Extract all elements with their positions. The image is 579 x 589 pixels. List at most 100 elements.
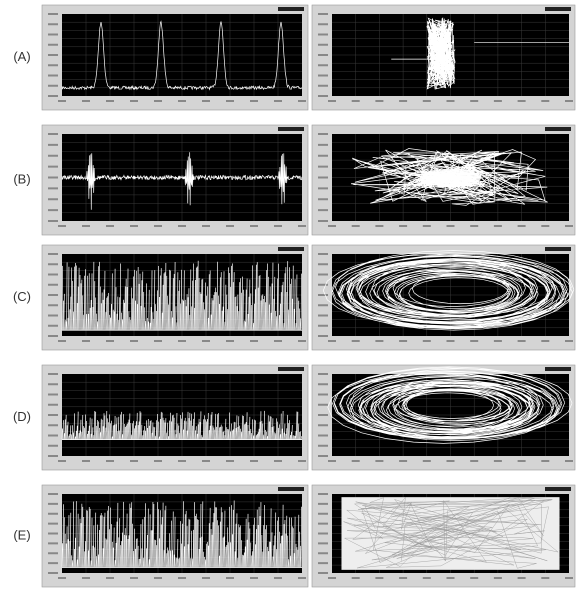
tick-text bbox=[48, 424, 58, 427]
trace bbox=[350, 148, 548, 206]
tick-text bbox=[446, 460, 455, 462]
tick-text bbox=[226, 100, 234, 102]
tick-text bbox=[48, 324, 58, 327]
trace bbox=[61, 410, 302, 440]
tick-text bbox=[58, 100, 66, 102]
tick-text bbox=[565, 340, 573, 342]
tick-text bbox=[48, 283, 58, 286]
tick-text bbox=[48, 33, 58, 36]
tick-text bbox=[318, 403, 328, 406]
tick-text bbox=[202, 577, 210, 579]
tick-text bbox=[318, 572, 328, 574]
tick-text bbox=[250, 577, 258, 579]
tick-text bbox=[318, 263, 328, 266]
tick-text bbox=[541, 100, 550, 102]
panel-label: (E) bbox=[13, 527, 30, 542]
tick-text bbox=[422, 460, 431, 462]
tick-text bbox=[48, 403, 58, 406]
tick-text bbox=[298, 340, 306, 342]
tick-text bbox=[318, 84, 328, 87]
trace bbox=[61, 152, 303, 210]
tick-text bbox=[318, 23, 328, 26]
trace bbox=[322, 250, 575, 331]
tick-text bbox=[178, 577, 186, 579]
trace bbox=[61, 20, 303, 91]
tick-text bbox=[48, 133, 58, 135]
tick-text bbox=[446, 225, 455, 227]
tick-text bbox=[318, 209, 328, 212]
scope-panel bbox=[311, 4, 576, 111]
tick-text bbox=[48, 95, 58, 97]
tick-text bbox=[130, 100, 138, 102]
tick-text bbox=[565, 460, 573, 462]
tick-text bbox=[226, 225, 234, 227]
tick-text bbox=[318, 43, 328, 46]
tick-text bbox=[328, 460, 336, 462]
tick-text bbox=[48, 335, 58, 337]
scope-panel bbox=[311, 244, 576, 351]
tick-text bbox=[541, 577, 550, 579]
tick-text bbox=[48, 512, 58, 515]
tick-text bbox=[318, 165, 328, 168]
scope-panel bbox=[41, 364, 309, 471]
tick-text bbox=[48, 263, 58, 266]
tick-text bbox=[48, 373, 58, 375]
tick-text bbox=[493, 340, 502, 342]
tick-text bbox=[318, 542, 328, 545]
tick-text bbox=[318, 493, 328, 495]
tick-text bbox=[318, 502, 328, 505]
tick-text bbox=[178, 225, 186, 227]
tick-text bbox=[48, 209, 58, 212]
tick-text bbox=[178, 340, 186, 342]
tick-text bbox=[48, 532, 58, 535]
tick-text bbox=[399, 577, 408, 579]
tick-text bbox=[517, 460, 526, 462]
tick-text bbox=[250, 460, 258, 462]
tick-text bbox=[48, 143, 58, 146]
tick-text bbox=[48, 455, 58, 457]
tick-text bbox=[541, 225, 550, 227]
tick-text bbox=[470, 340, 479, 342]
tick-text bbox=[48, 294, 58, 296]
tick-text bbox=[82, 225, 90, 227]
tick-text bbox=[48, 562, 58, 565]
tick-text bbox=[58, 340, 66, 342]
tick-text bbox=[351, 340, 360, 342]
tick-text bbox=[541, 460, 550, 462]
tick-text bbox=[48, 502, 58, 505]
trace bbox=[391, 17, 569, 90]
tick-text bbox=[351, 100, 360, 102]
tick-text bbox=[351, 225, 360, 227]
tick-text bbox=[48, 304, 58, 307]
tick-text bbox=[130, 460, 138, 462]
tick-text bbox=[178, 100, 186, 102]
tick-text bbox=[493, 577, 502, 579]
tick-text bbox=[274, 577, 282, 579]
tick-text bbox=[375, 100, 384, 102]
tick-text bbox=[318, 314, 328, 317]
scope-panel bbox=[311, 484, 576, 588]
tick-text bbox=[541, 340, 550, 342]
trace bbox=[327, 366, 573, 444]
scope-panel bbox=[311, 364, 576, 471]
tick-text bbox=[48, 165, 58, 168]
tick-text bbox=[318, 176, 328, 179]
scope-panel bbox=[41, 124, 309, 236]
tick-text bbox=[328, 100, 336, 102]
tick-text bbox=[226, 577, 234, 579]
tick-text bbox=[517, 100, 526, 102]
tick-text bbox=[82, 460, 90, 462]
tick-text bbox=[202, 225, 210, 227]
tick-text bbox=[48, 154, 58, 157]
tick-text bbox=[318, 335, 328, 337]
tick-text bbox=[48, 13, 58, 15]
tick-text bbox=[58, 460, 66, 462]
tick-text bbox=[48, 393, 58, 396]
tick-text bbox=[318, 562, 328, 565]
tick-text bbox=[48, 383, 58, 386]
tick-text bbox=[48, 314, 58, 317]
title-bar bbox=[545, 127, 571, 131]
tick-text bbox=[470, 100, 479, 102]
tick-text bbox=[318, 532, 328, 535]
tick-text bbox=[493, 225, 502, 227]
